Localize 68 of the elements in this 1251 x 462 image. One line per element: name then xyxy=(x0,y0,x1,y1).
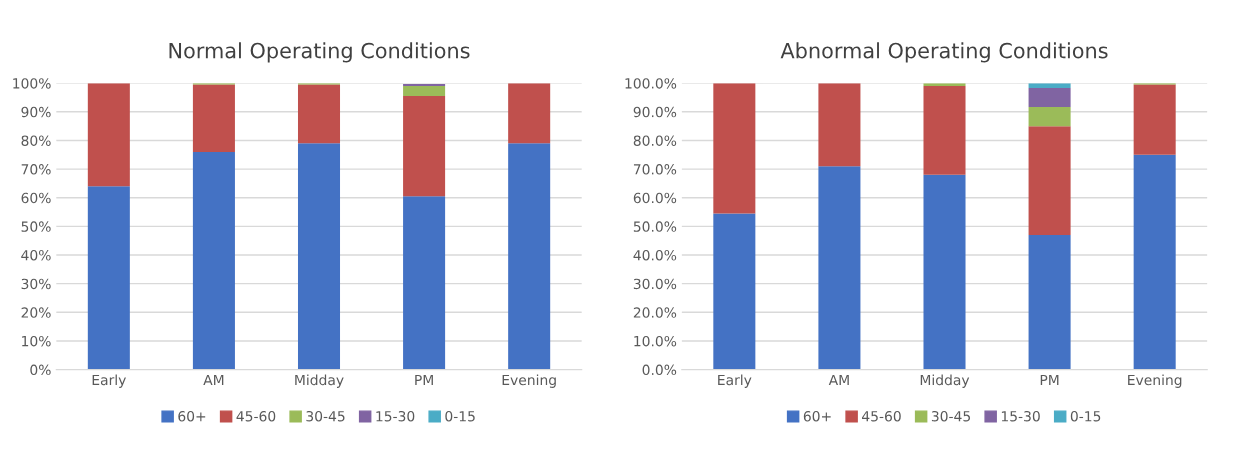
y-tick-label: 70% xyxy=(21,164,51,175)
bar xyxy=(1028,106,1071,127)
x-tick-label: PM xyxy=(1040,374,1059,386)
bar xyxy=(87,186,130,370)
y-tick-label: 30.0% xyxy=(633,278,677,290)
bar xyxy=(192,84,235,152)
bar xyxy=(297,84,341,144)
y-tick-label: 0.0% xyxy=(642,364,677,376)
bar xyxy=(818,83,861,167)
bar xyxy=(87,83,130,187)
x-tick-label: Midday xyxy=(295,374,344,388)
bar xyxy=(923,86,966,175)
y-tick-label: 70.0% xyxy=(633,164,677,175)
y-tick-label: 60.0% xyxy=(633,192,677,204)
legend-label: 45-60 xyxy=(236,410,276,422)
y-tick-label: 20.0% xyxy=(633,307,677,318)
bar xyxy=(403,96,446,197)
bar xyxy=(1028,88,1071,107)
bar xyxy=(508,143,551,370)
y-tick-label: 40% xyxy=(21,249,51,261)
x-tick-label: AM xyxy=(828,374,849,386)
y-tick-label: 80.0% xyxy=(633,135,677,146)
y-tick-label: 10.0% xyxy=(634,335,677,347)
chart-title: Normal Operating Conditions xyxy=(169,42,470,63)
y-tick-label: 20% xyxy=(21,307,51,318)
legend-label: 60+ xyxy=(178,410,206,422)
y-tick-label: 100% xyxy=(13,78,51,89)
x-tick-label: Early xyxy=(718,374,752,388)
y-tick-label: 90.0% xyxy=(633,106,677,118)
bar xyxy=(403,196,446,370)
bar xyxy=(403,84,446,87)
y-tick-label: 90% xyxy=(21,106,51,118)
x-tick-label: Evening xyxy=(1128,374,1182,388)
bar xyxy=(1028,234,1071,370)
bar xyxy=(297,143,341,370)
y-tick-label: 0% xyxy=(30,364,51,376)
x-tick-label: Early xyxy=(92,374,126,388)
legend-label: 60+ xyxy=(803,410,831,422)
x-tick-label: PM xyxy=(415,374,433,386)
x-tick-label: Midday xyxy=(920,374,970,388)
bar xyxy=(1133,154,1176,370)
bar xyxy=(818,166,861,370)
y-tick-label: 80% xyxy=(21,135,51,146)
legend-label: 30-45 xyxy=(931,410,971,422)
bar xyxy=(403,86,446,97)
bar xyxy=(508,83,551,144)
y-tick-label: 40.0% xyxy=(633,249,677,261)
x-tick-label: AM xyxy=(203,374,224,386)
chart-title: Abnormal Operating Conditions xyxy=(780,42,1108,63)
y-tick-label: 10% xyxy=(22,335,51,347)
bar xyxy=(923,174,966,370)
y-tick-label: 50% xyxy=(21,221,51,232)
y-tick-label: 60% xyxy=(21,192,51,204)
legend-label: 15-30 xyxy=(376,410,415,422)
legend-label: 45-60 xyxy=(862,410,901,422)
legend-label: 0-15 xyxy=(1070,410,1101,422)
legend-label: 0-15 xyxy=(445,410,475,422)
x-tick-label: Evening xyxy=(502,374,556,388)
y-tick-label: 50.0% xyxy=(633,221,677,232)
y-tick-label: 100.0% xyxy=(625,78,677,89)
bar xyxy=(713,83,756,214)
bar xyxy=(192,151,235,370)
legend-label: 15-30 xyxy=(1001,410,1040,422)
y-tick-label: 30% xyxy=(21,278,51,290)
bar xyxy=(713,213,756,370)
legend-label: 30-45 xyxy=(306,410,345,422)
bar xyxy=(1133,84,1176,155)
bar xyxy=(1028,126,1071,235)
